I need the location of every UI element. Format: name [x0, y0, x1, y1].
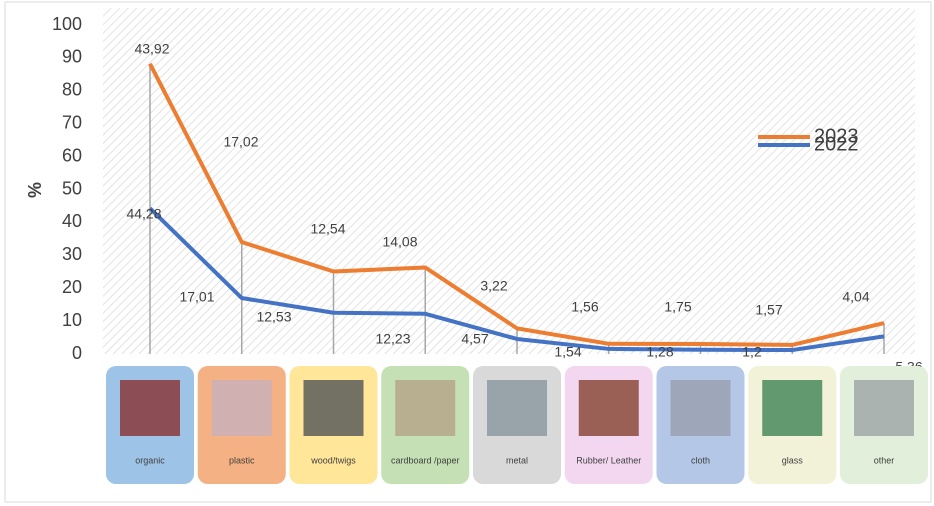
data-label: 3,22	[480, 278, 507, 294]
legend-label: 2022	[814, 133, 859, 155]
category-image	[670, 380, 731, 436]
y-axis-label: %	[25, 182, 45, 198]
y-tick-label: 50	[62, 178, 82, 198]
category-label: metal	[506, 455, 528, 465]
category-label: glass	[782, 455, 804, 465]
y-tick-label: 20	[62, 277, 82, 297]
data-label: 4,04	[842, 289, 869, 305]
category-label: Rubber/ Leather	[576, 455, 641, 465]
category-label: organic	[135, 455, 165, 465]
series-line	[148, 62, 885, 347]
category-image	[120, 380, 180, 436]
data-label: 1,57	[755, 302, 782, 318]
category-image	[303, 380, 364, 436]
y-tick-label: 100	[52, 14, 82, 34]
data-label: 1,28	[646, 344, 673, 360]
plot-area	[103, 8, 915, 354]
category-image	[854, 380, 914, 436]
legend-label: 2023	[814, 125, 859, 147]
data-label: 12,53	[256, 309, 291, 325]
category-image	[762, 380, 823, 436]
data-label: 14,08	[382, 234, 417, 250]
category-label: cloth	[691, 455, 710, 465]
data-label: 12,23	[375, 331, 410, 347]
frame	[4, 1, 932, 503]
y-tick-label: 40	[62, 211, 82, 231]
category-image	[487, 380, 547, 436]
y-tick-label: 10	[62, 310, 82, 330]
data-label: 4,57	[461, 331, 488, 347]
data-label: 44,28	[126, 206, 161, 222]
category-label: other	[874, 455, 895, 465]
y-tick-label: 80	[62, 80, 82, 100]
category-label: wood/twigs	[310, 455, 356, 465]
data-label: 1,75	[664, 299, 691, 315]
data-label: 17,02	[223, 134, 258, 150]
category-image	[211, 380, 272, 436]
data-label: 17,01	[179, 289, 214, 305]
data-label: 1,2	[742, 344, 762, 360]
data-label: 1,56	[571, 299, 598, 315]
y-tick-label: 60	[62, 145, 82, 165]
data-label: 12,54	[310, 221, 345, 237]
data-label: 1,54	[554, 344, 581, 360]
y-tick-label: 90	[62, 47, 82, 67]
category-label: cardboard /paper	[391, 455, 460, 465]
y-tick-label: 0	[72, 343, 82, 363]
y-tick-label: 30	[62, 244, 82, 264]
data-label: 43,92	[134, 41, 169, 57]
y-tick-label: 70	[62, 112, 82, 132]
series-line	[148, 206, 885, 353]
category-image	[395, 380, 456, 436]
category-image	[578, 380, 639, 436]
category-label: plastic	[229, 455, 255, 465]
